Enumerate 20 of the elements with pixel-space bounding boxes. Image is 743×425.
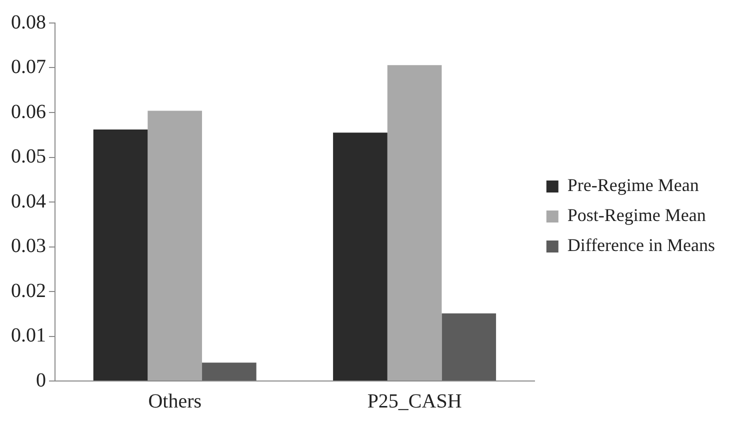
bar bbox=[148, 110, 202, 380]
y-tick-label: 0.01 bbox=[11, 324, 46, 346]
bar bbox=[442, 313, 496, 380]
x-tick-label: P25_CASH bbox=[367, 390, 462, 412]
bar bbox=[202, 362, 256, 380]
y-tick-label: 0.08 bbox=[11, 11, 46, 34]
bar bbox=[387, 65, 442, 380]
legend-label: Pre-Regime Mean bbox=[567, 175, 699, 196]
x-tick-label: Others bbox=[148, 390, 202, 412]
y-tick-label: 0 bbox=[36, 369, 46, 392]
legend-label: Post-Regime Mean bbox=[567, 205, 706, 226]
y-tick-label: 0.05 bbox=[11, 146, 46, 168]
y-tick-label: 0.03 bbox=[11, 235, 46, 257]
bar bbox=[333, 132, 388, 380]
legend-label: Difference in Means bbox=[567, 235, 716, 256]
bar bbox=[93, 130, 148, 380]
y-tick-label: 0.07 bbox=[11, 56, 46, 78]
y-tick-label: 0.04 bbox=[11, 190, 46, 212]
y-tick-label: 0.02 bbox=[11, 280, 46, 302]
y-tick-label: 0.06 bbox=[11, 100, 46, 123]
